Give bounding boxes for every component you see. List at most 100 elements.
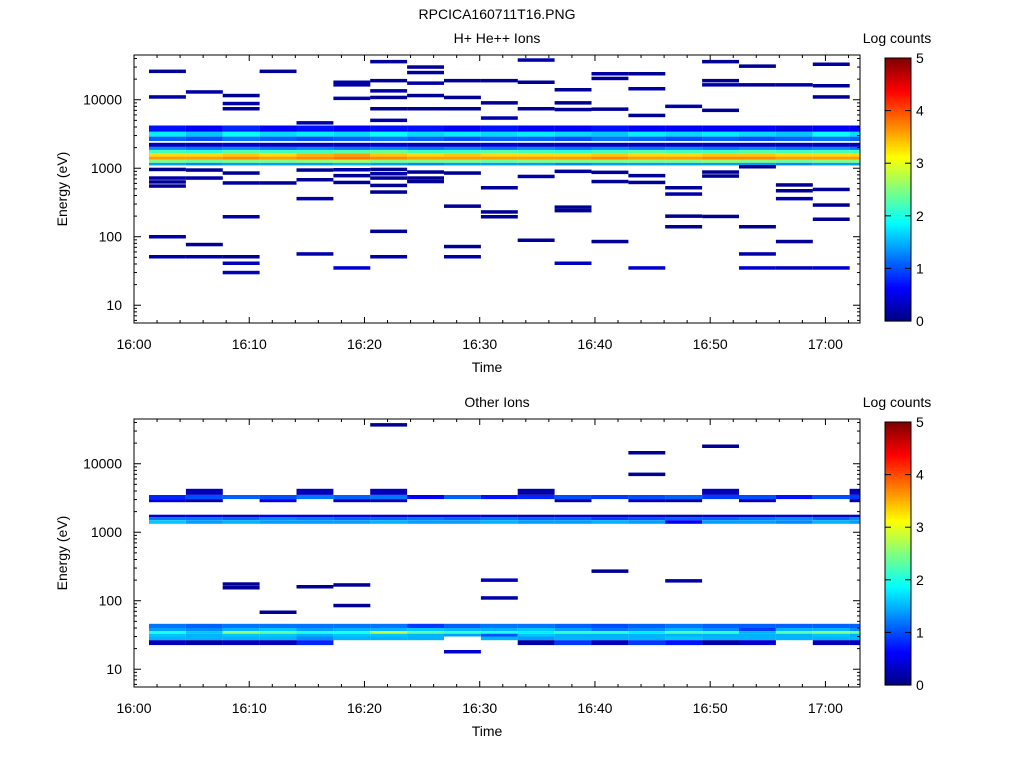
- heat-cell: [185, 517, 223, 521]
- y-tick-label: 1000: [91, 160, 122, 176]
- colorbar-step: [885, 584, 911, 587]
- colorbar-step: [885, 95, 911, 99]
- heat-cell: [480, 136, 518, 141]
- heat-cell: [517, 146, 555, 150]
- colorbar-step: [885, 507, 911, 511]
- colorbar-step: [885, 454, 911, 458]
- heat-cell: [665, 499, 703, 503]
- heat-cell: [517, 125, 555, 132]
- heat-cell: [554, 520, 592, 524]
- colorbar-step: [885, 671, 911, 675]
- colorbar-step: [885, 139, 911, 142]
- heat-cell: [517, 488, 555, 495]
- colorbar-step: [885, 439, 911, 443]
- count-segment: [222, 215, 260, 219]
- colorbar-step: [885, 176, 911, 180]
- colorbar-step: [885, 285, 911, 289]
- heat-cell: [185, 636, 223, 641]
- colorbar-step: [885, 217, 911, 221]
- count-segment: [480, 596, 518, 600]
- heat-cell: [480, 131, 518, 137]
- colorbar-step: [885, 189, 911, 193]
- heat-cell: [444, 149, 481, 154]
- colorbar-step: [885, 272, 911, 276]
- colorbar-step: [885, 182, 911, 186]
- heat-cell: [554, 159, 592, 163]
- heat-cell: [739, 149, 776, 154]
- heat-cell: [480, 146, 518, 150]
- colorbar-step: [885, 290, 911, 294]
- heat-cell: [185, 514, 223, 518]
- colorbar-tick-label: 3: [916, 519, 924, 535]
- heat-cell: [665, 153, 703, 157]
- colorbar-step: [885, 452, 911, 456]
- heat-cell: [554, 125, 592, 132]
- heat-cell: [739, 136, 776, 141]
- colorbar-step: [885, 228, 911, 232]
- colorbar-step: [885, 213, 911, 217]
- heat-cell: [739, 640, 776, 646]
- colorbar-step: [885, 259, 911, 263]
- heat-cell: [222, 159, 260, 163]
- colorbar-step: [885, 667, 911, 671]
- heat-cell: [665, 623, 703, 628]
- colorbar-step: [885, 665, 911, 669]
- count-segment: [444, 78, 481, 83]
- heat-cell: [185, 149, 223, 154]
- heat-cell: [665, 517, 703, 521]
- count-segment: [665, 214, 703, 218]
- heat-cell: [149, 162, 186, 166]
- heat-cell: [259, 159, 297, 163]
- heat-cell: [554, 623, 592, 628]
- heat-cell: [149, 146, 186, 150]
- colorbar-step: [885, 257, 911, 261]
- count-segment: [185, 90, 223, 94]
- x-tick-label: 16:00: [116, 700, 151, 716]
- heat-cell: [333, 520, 371, 524]
- heat-cell: [554, 146, 592, 150]
- heat-cell: [591, 156, 629, 160]
- heat-cell: [554, 640, 592, 646]
- sparse-segments: [149, 58, 850, 275]
- colorbar-step: [885, 470, 911, 474]
- count-segment: [333, 180, 371, 185]
- colorbar-frame: [884, 57, 912, 322]
- colorbar-step: [885, 191, 911, 195]
- heat-cell: [775, 142, 813, 147]
- x-tick-label: 16:20: [347, 336, 382, 352]
- colorbar-step: [885, 104, 911, 107]
- colorbar-step: [885, 518, 911, 522]
- heat-cell: [517, 640, 555, 646]
- heat-cell: [665, 142, 703, 147]
- heat-cell: [628, 623, 666, 628]
- colorbar-step: [885, 599, 911, 603]
- heat-cell: [370, 495, 408, 500]
- count-segment: [296, 252, 334, 256]
- colorbar-step: [885, 268, 911, 272]
- colorbar-step: [885, 93, 911, 96]
- heat-cell: [554, 131, 592, 137]
- heat-cell: [370, 156, 408, 160]
- colorbar-step: [885, 636, 911, 640]
- colorbar-step: [885, 314, 911, 318]
- heat-cell: [407, 162, 444, 166]
- colorbar-step: [885, 649, 911, 653]
- heat-cell: [739, 146, 776, 150]
- heat-cell: [554, 136, 592, 141]
- colorbar-tick-label: 2: [916, 572, 924, 588]
- colorbar-step: [885, 77, 911, 81]
- colorbar-step: [885, 299, 911, 302]
- heatmap-cells: [149, 488, 860, 646]
- colorbar-step: [885, 424, 911, 427]
- heat-cell: [702, 149, 739, 154]
- colorbar-step: [885, 505, 911, 509]
- heat-cell: [296, 640, 334, 646]
- colorbar-step: [885, 215, 911, 219]
- count-segment: [370, 190, 408, 194]
- count-segment: [665, 192, 703, 196]
- heat-cell: [444, 162, 481, 166]
- heat-cell: [849, 136, 860, 141]
- heat-cell: [628, 640, 666, 646]
- colorbar-step: [885, 292, 911, 296]
- count-segment: [370, 176, 408, 180]
